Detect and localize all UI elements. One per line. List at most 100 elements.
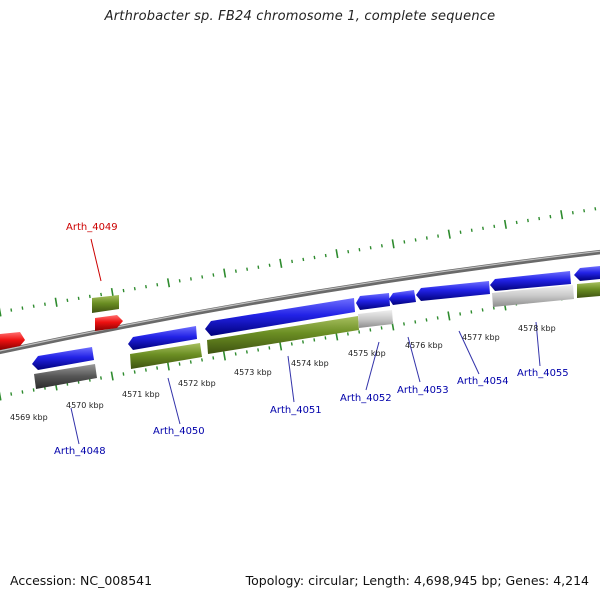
minor-tick bbox=[324, 336, 327, 340]
kbp-label: 4570 kbp bbox=[66, 401, 104, 410]
major-tick bbox=[447, 311, 451, 321]
major-tick bbox=[279, 258, 283, 268]
minor-tick bbox=[21, 390, 24, 394]
minor-tick bbox=[291, 259, 293, 264]
gene-label[interactable]: Arth_4048 bbox=[54, 446, 106, 457]
minor-tick bbox=[549, 214, 552, 219]
gene-label[interactable]: Arth_4055 bbox=[517, 368, 569, 379]
minor-tick bbox=[32, 388, 35, 392]
minor-tick bbox=[21, 306, 24, 310]
minor-tick bbox=[10, 392, 13, 396]
kbp-label: 4572 kbp bbox=[178, 379, 216, 388]
major-tick bbox=[110, 371, 114, 381]
cds-bar-edge bbox=[577, 282, 600, 298]
gene-arrow-red-left bbox=[0, 332, 25, 350]
minor-tick bbox=[100, 376, 102, 380]
kbp-label: 4573 kbp bbox=[234, 368, 272, 377]
topology-text: Topology: circular; Length: 4,698,945 bp… bbox=[245, 573, 589, 588]
minor-tick bbox=[436, 316, 439, 320]
minor-tick bbox=[246, 267, 249, 271]
minor-tick bbox=[66, 298, 69, 303]
minor-tick bbox=[32, 304, 35, 308]
minor-tick bbox=[414, 238, 417, 242]
minor-tick bbox=[201, 275, 204, 279]
minor-tick bbox=[515, 220, 518, 225]
minor-tick bbox=[212, 273, 215, 277]
minor-tick bbox=[290, 342, 293, 346]
major-tick bbox=[503, 219, 507, 229]
leader-lines bbox=[70, 238, 541, 445]
gene-label[interactable]: Arth_4052 bbox=[340, 393, 392, 404]
leader-4055 bbox=[535, 321, 541, 367]
minor-tick bbox=[358, 330, 361, 334]
minor-tick bbox=[268, 263, 271, 267]
minor-tick bbox=[459, 230, 462, 234]
cds-bar-4052 bbox=[358, 310, 393, 328]
minor-tick bbox=[144, 368, 147, 372]
minor-tick bbox=[44, 302, 46, 306]
feature-green-4049 bbox=[92, 295, 119, 313]
major-tick bbox=[560, 210, 564, 220]
minor-tick bbox=[571, 210, 574, 215]
kbp-label: 4575 kbp bbox=[348, 349, 386, 358]
minor-tick bbox=[437, 234, 439, 238]
kbp-label: 4577 kbp bbox=[462, 333, 500, 342]
major-tick bbox=[391, 239, 395, 249]
major-tick bbox=[0, 391, 2, 401]
minor-tick bbox=[369, 328, 372, 332]
minor-tick bbox=[122, 288, 125, 293]
minor-tick bbox=[178, 362, 181, 366]
major-tick bbox=[335, 249, 339, 259]
minor-tick bbox=[257, 348, 260, 352]
minor-tick bbox=[88, 294, 91, 299]
minor-tick bbox=[212, 356, 215, 360]
gene-label-red[interactable]: Arth_4049 bbox=[66, 222, 118, 233]
cds-bar-4051 bbox=[207, 316, 359, 354]
gene-labels: Arth_4049 Arth_4048 Arth_4050 Arth_4051 … bbox=[54, 222, 569, 457]
gene-label[interactable]: Arth_4054 bbox=[457, 376, 509, 387]
minor-tick bbox=[380, 326, 383, 330]
kbp-label: 4571 kbp bbox=[122, 390, 160, 399]
minor-tick bbox=[189, 360, 192, 364]
minor-tick bbox=[403, 240, 406, 244]
gene-label[interactable]: Arth_4051 bbox=[270, 405, 322, 416]
minor-tick bbox=[403, 322, 405, 326]
minor-tick bbox=[313, 255, 316, 260]
sequence-backbone bbox=[0, 249, 600, 355]
major-tick bbox=[222, 351, 226, 361]
kbp-label: 4576 kbp bbox=[405, 341, 443, 350]
minor-tick bbox=[257, 265, 260, 269]
minor-tick bbox=[425, 236, 428, 240]
minor-tick bbox=[459, 312, 462, 316]
minor-tick bbox=[324, 253, 327, 258]
minor-tick bbox=[145, 284, 147, 289]
minor-tick bbox=[470, 310, 473, 314]
minor-tick bbox=[178, 279, 181, 283]
gene-arrow-edge bbox=[574, 266, 600, 281]
minor-tick bbox=[594, 207, 597, 211]
gene-label[interactable]: Arth_4053 bbox=[397, 385, 449, 396]
major-tick bbox=[223, 268, 227, 278]
minor-tick bbox=[268, 346, 271, 350]
leader-4049 bbox=[90, 238, 102, 282]
gene-features bbox=[0, 266, 600, 389]
leader-4051 bbox=[287, 355, 295, 403]
major-tick bbox=[54, 297, 58, 307]
minor-tick bbox=[100, 292, 103, 297]
minor-tick bbox=[302, 257, 305, 262]
minor-tick bbox=[414, 320, 417, 324]
minor-tick bbox=[538, 216, 541, 221]
cds-bar-4048 bbox=[34, 364, 97, 389]
leader-4050 bbox=[167, 377, 181, 425]
major-tick bbox=[447, 229, 451, 239]
minor-tick bbox=[369, 246, 372, 250]
minor-tick bbox=[347, 249, 350, 254]
gene-label[interactable]: Arth_4050 bbox=[153, 426, 205, 437]
minor-tick bbox=[482, 226, 484, 231]
minor-tick bbox=[527, 218, 529, 223]
minor-tick bbox=[234, 352, 237, 356]
minor-tick bbox=[481, 308, 484, 312]
gene-arrow-4051 bbox=[205, 298, 355, 336]
gene-arrow-4055 bbox=[490, 271, 571, 291]
